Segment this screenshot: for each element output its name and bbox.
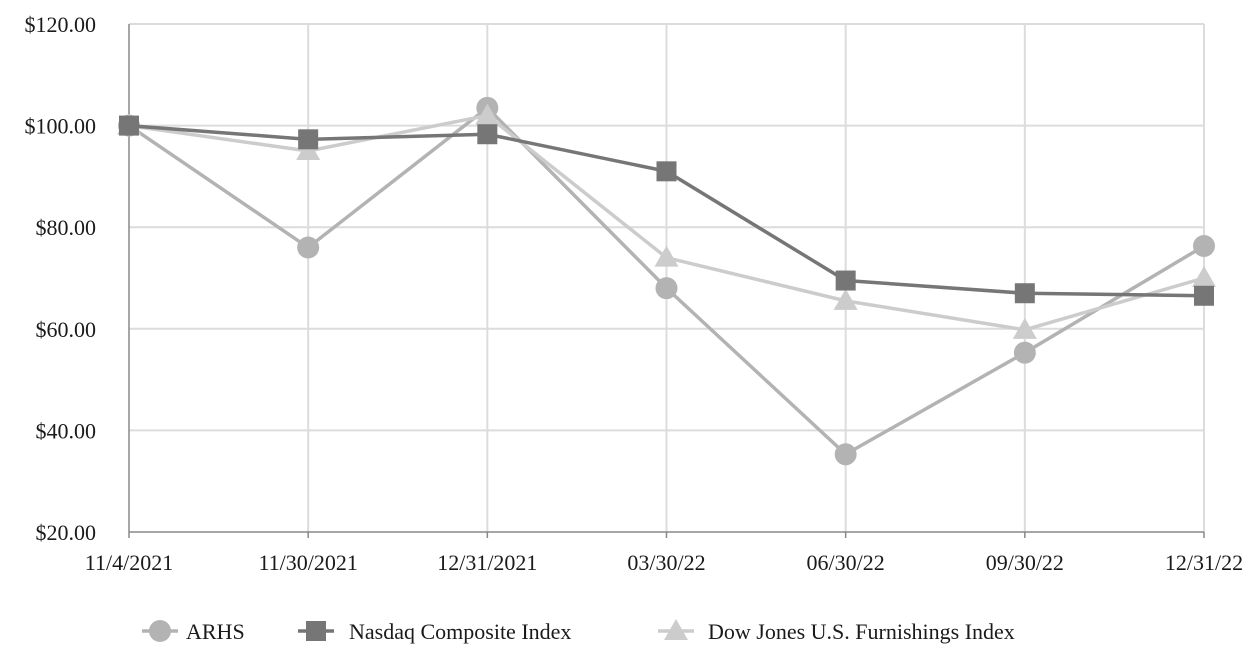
y-tick-label: $100.00 <box>25 114 97 139</box>
x-tick-labels: 11/4/2021 11/30/2021 12/31/2021 03/30/22 06/… <box>85 550 1243 575</box>
y-tick-label: $120.00 <box>25 12 97 37</box>
data-point-triangle <box>654 245 679 267</box>
legend-item-0: ARHS <box>142 619 245 644</box>
data-point-circle <box>1013 341 1036 364</box>
y-tick-label: $20.00 <box>36 520 97 545</box>
x-tick-label: 11/30/2021 <box>258 550 357 575</box>
x-tick-label: 11/4/2021 <box>85 550 173 575</box>
data-point-square <box>1014 283 1035 304</box>
data-point-square <box>477 124 498 145</box>
legend: ARHS Nasdaq Composite Index Dow Jones U.S.… <box>142 619 1015 644</box>
x-tick-label: 03/30/22 <box>627 550 705 575</box>
x-tick-label: 06/30/22 <box>807 550 885 575</box>
data-point-triangle <box>296 139 321 160</box>
legend-item-2: Dow Jones U.S. Furnishings Index <box>658 619 1015 644</box>
series-2 <box>117 103 1216 339</box>
axes <box>128 24 1205 538</box>
x-tick-label: 12/31/2021 <box>437 550 537 575</box>
y-tick-labels: $20.00 $40.00 $60.00 $80.00 $100.00 $120.00 <box>25 12 97 545</box>
legend-label: Nasdaq Composite Index <box>349 619 571 644</box>
data-point-circle <box>297 236 320 259</box>
y-tick-label: $60.00 <box>36 317 97 342</box>
data-point-square <box>298 129 319 150</box>
legend-circle-icon <box>149 620 171 642</box>
legend-square-icon <box>306 621 326 641</box>
series-group <box>117 96 1216 466</box>
data-point-triangle <box>1012 317 1037 339</box>
data-point-square <box>1194 285 1214 306</box>
data-point-triangle <box>475 103 500 125</box>
data-point-circle <box>1193 234 1215 257</box>
series-1 <box>119 115 1214 306</box>
data-point-square <box>656 161 677 182</box>
y-tick-label: $40.00 <box>36 418 97 443</box>
legend-item-1: Nasdaq Composite Index <box>298 619 571 644</box>
data-point-circle <box>655 277 678 300</box>
legend-label: Dow Jones U.S. Furnishings Index <box>708 619 1015 644</box>
data-point-square <box>835 270 856 291</box>
grid-lines <box>129 23 1205 532</box>
y-tick-label: $80.00 <box>36 215 97 240</box>
x-tick-label: 09/30/22 <box>986 550 1064 575</box>
x-tick-label: 12/31/22 <box>1165 550 1243 575</box>
data-point-triangle <box>1192 266 1216 287</box>
data-point-circle <box>834 443 857 466</box>
legend-triangle-icon <box>664 619 688 640</box>
legend-label: ARHS <box>186 619 245 644</box>
data-point-triangle <box>833 288 858 310</box>
data-point-square <box>119 115 139 136</box>
